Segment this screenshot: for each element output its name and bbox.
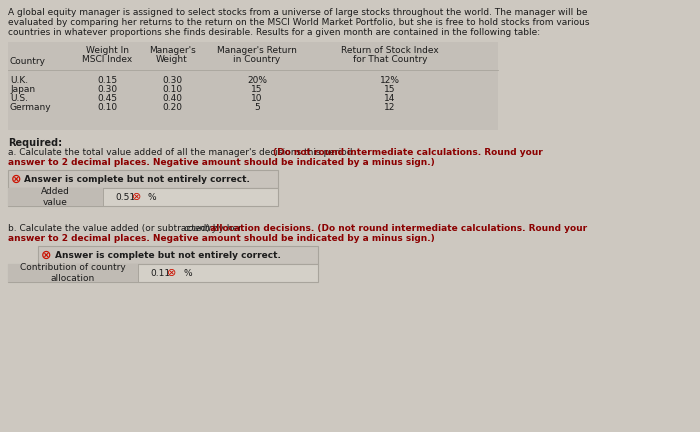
Text: ⊗: ⊗ xyxy=(132,192,141,202)
Bar xyxy=(8,188,103,206)
Text: allocation decisions. (Do not round intermediate calculations. Round your: allocation decisions. (Do not round inte… xyxy=(207,224,587,233)
Text: 12%: 12% xyxy=(380,76,400,85)
Text: ⊗: ⊗ xyxy=(41,248,51,261)
Text: %: % xyxy=(183,269,192,277)
Text: (Do not round intermediate calculations. Round your: (Do not round intermediate calculations.… xyxy=(273,148,542,157)
Text: Weight In: Weight In xyxy=(85,46,129,55)
Text: evaluated by comparing her returns to the return on the MSCI World Market Portfo: evaluated by comparing her returns to th… xyxy=(8,18,589,27)
Text: Answer is complete but not entirely correct.: Answer is complete but not entirely corr… xyxy=(24,175,250,184)
Text: a. Calculate the total value added of all the manager's decisions this period.: a. Calculate the total value added of al… xyxy=(8,148,358,157)
Text: 0.51: 0.51 xyxy=(115,193,135,201)
Text: Added
value: Added value xyxy=(41,187,70,206)
Text: U.K.: U.K. xyxy=(10,76,28,85)
Text: Country: Country xyxy=(10,57,46,66)
Bar xyxy=(8,188,278,206)
Text: for That Country: for That Country xyxy=(353,55,427,64)
Text: ⊗: ⊗ xyxy=(167,268,176,278)
Text: 0.30: 0.30 xyxy=(97,85,117,94)
Text: Japan: Japan xyxy=(10,85,35,94)
Text: 0.15: 0.15 xyxy=(97,76,117,85)
Text: 15: 15 xyxy=(251,85,262,94)
Text: 0.20: 0.20 xyxy=(162,103,182,112)
Text: Required:: Required: xyxy=(8,138,62,148)
Text: 0.11: 0.11 xyxy=(150,269,170,277)
Text: countries in whatever proportions she finds desirable. Results for a given month: countries in whatever proportions she fi… xyxy=(8,28,540,37)
Text: 0.40: 0.40 xyxy=(162,94,182,103)
Text: 10: 10 xyxy=(251,94,262,103)
Bar xyxy=(38,246,318,264)
Text: 0.45: 0.45 xyxy=(97,94,117,103)
Text: answer to 2 decimal places. Negative amount should be indicated by a minus sign.: answer to 2 decimal places. Negative amo… xyxy=(8,158,435,167)
Text: country: country xyxy=(184,224,218,233)
Text: 14: 14 xyxy=(384,94,395,103)
Text: ⊗: ⊗ xyxy=(10,172,21,185)
Text: 12: 12 xyxy=(384,103,395,112)
Bar xyxy=(8,170,278,188)
Text: 5: 5 xyxy=(254,103,260,112)
Text: answer to 2 decimal places. Negative amount should be indicated by a minus sign.: answer to 2 decimal places. Negative amo… xyxy=(8,234,435,243)
Text: Germany: Germany xyxy=(10,103,52,112)
Text: Manager's: Manager's xyxy=(148,46,195,55)
Text: MSCI Index: MSCI Index xyxy=(82,55,132,64)
Text: 0.10: 0.10 xyxy=(97,103,117,112)
Bar xyxy=(8,42,498,130)
Text: b. Calculate the value added (or subtracted) by her: b. Calculate the value added (or subtrac… xyxy=(8,224,245,233)
Text: 0.10: 0.10 xyxy=(162,85,182,94)
Text: U.S.: U.S. xyxy=(10,94,28,103)
Text: Contribution of country
allocation: Contribution of country allocation xyxy=(20,263,126,283)
Text: Answer is complete but not entirely correct.: Answer is complete but not entirely corr… xyxy=(55,251,281,260)
Text: 15: 15 xyxy=(384,85,395,94)
Text: 20%: 20% xyxy=(247,76,267,85)
Text: Return of Stock Index: Return of Stock Index xyxy=(341,46,439,55)
Bar xyxy=(8,264,318,282)
Text: A global equity manager is assigned to select stocks from a universe of large st: A global equity manager is assigned to s… xyxy=(8,8,587,17)
Text: Weight: Weight xyxy=(156,55,188,64)
Text: Manager's Return: Manager's Return xyxy=(217,46,297,55)
Bar xyxy=(8,264,138,282)
Text: 0.30: 0.30 xyxy=(162,76,182,85)
Text: %: % xyxy=(148,193,157,201)
Text: in Country: in Country xyxy=(233,55,281,64)
